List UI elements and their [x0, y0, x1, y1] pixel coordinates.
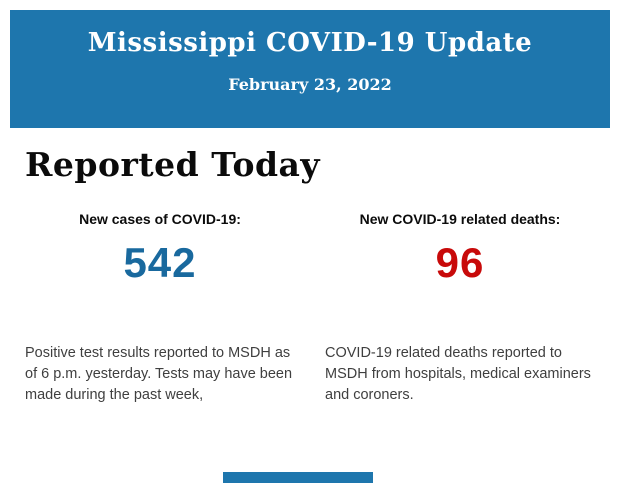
reported-today-heading: Reported Today — [25, 145, 321, 184]
new-cases-description: Positive test results reported to MSDH a… — [25, 345, 293, 403]
stats-row: New cases of COVID-19: 542 New COVID-19 … — [25, 211, 595, 287]
newsletter-date: February 23, 2022 — [228, 75, 392, 94]
header-banner: Mississippi COVID-19 Update February 23,… — [10, 10, 610, 128]
new-deaths-column: New COVID-19 related deaths: 96 — [325, 211, 595, 287]
new-deaths-value: 96 — [435, 239, 485, 286]
new-cases-value: 542 — [123, 239, 197, 286]
new-deaths-description: COVID-19 related deaths reported to MSDH… — [325, 345, 591, 403]
descriptions-row: Positive test results reported to MSDH a… — [25, 343, 595, 406]
new-cases-column: New cases of COVID-19: 542 — [25, 211, 295, 287]
newsletter-title: Mississippi COVID-19 Update — [87, 28, 533, 58]
new-deaths-label: New COVID-19 related deaths: — [359, 211, 561, 227]
new-cases-label: New cases of COVID-19: — [79, 211, 241, 227]
main-content: Reported Today New cases of COVID-19: 54… — [25, 128, 595, 406]
footer-bar — [223, 472, 373, 483]
new-cases-description-column: Positive test results reported to MSDH a… — [25, 343, 295, 406]
new-deaths-description-column: COVID-19 related deaths reported to MSDH… — [325, 343, 595, 406]
